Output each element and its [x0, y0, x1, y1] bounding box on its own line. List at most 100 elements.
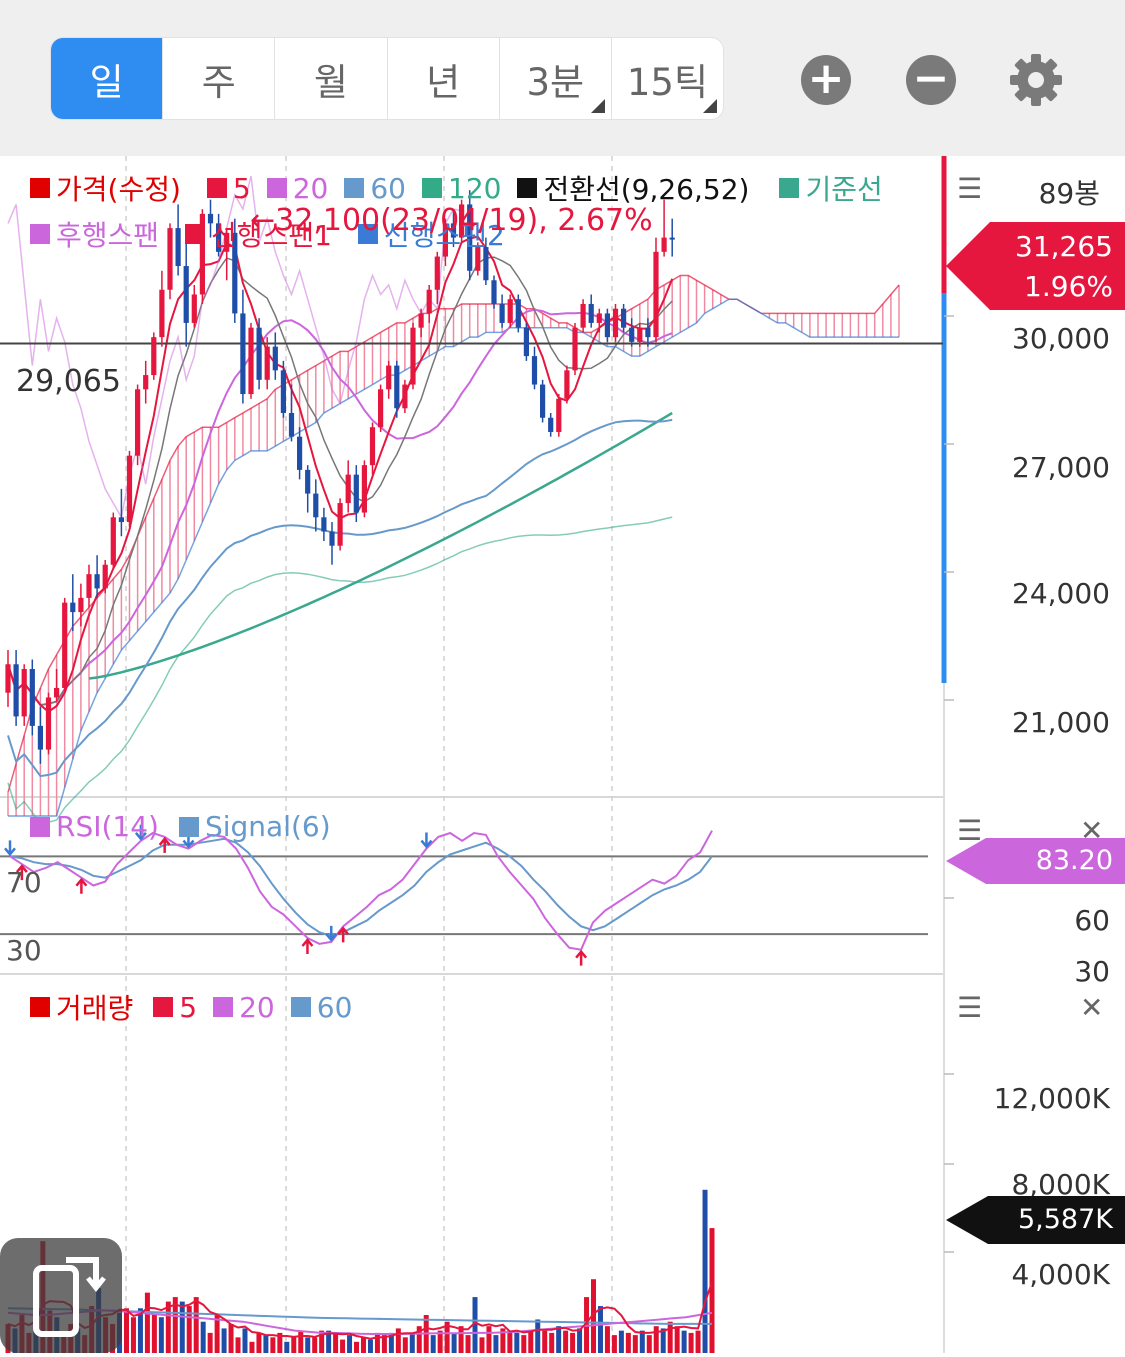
- volume-bar: [395, 1328, 401, 1353]
- zoom-in-button[interactable]: +: [801, 55, 851, 105]
- volume-close-icon[interactable]: ✕: [1080, 991, 1104, 1024]
- menu-icon[interactable]: ☰: [957, 172, 983, 205]
- price-legend-row2: 후행스팬 선행스팬1 선행스팬2: [30, 214, 505, 254]
- tab-week[interactable]: 주: [162, 38, 274, 119]
- candle-body: [669, 237, 675, 240]
- legend-swatch: [30, 997, 50, 1017]
- legend-item-rsi[interactable]: RSI(14): [30, 810, 159, 843]
- volume-tag-shape: [946, 1196, 1125, 1244]
- volume-bar: [172, 1297, 178, 1353]
- candle-body: [580, 303, 586, 328]
- tab-day[interactable]: 일: [51, 38, 163, 119]
- volume-bar: [256, 1332, 262, 1353]
- buy-signal-arrow-icon: [337, 926, 350, 943]
- legend-item-base[interactable]: 기준선: [779, 168, 883, 208]
- price-legend-row1: 가격(수정) 5 20 60 120 전환선(9,26,52) 기준선: [30, 168, 883, 208]
- legend-swatch: [779, 178, 800, 198]
- volume-bar: [709, 1228, 715, 1353]
- volume-bar: [193, 1297, 199, 1353]
- tab-label: 일: [89, 60, 124, 104]
- candle-body: [523, 327, 529, 357]
- tab-3min[interactable]: 3분: [498, 38, 611, 119]
- scroll-latest-button[interactable]: [0, 1238, 122, 1353]
- candle-body: [135, 389, 141, 456]
- rsi-value-tag: 83.20: [946, 838, 1125, 888]
- zoom-out-button[interactable]: −: [906, 55, 956, 105]
- dropdown-corner-icon: [703, 99, 718, 113]
- volume-bar: [507, 1330, 513, 1353]
- volume-bar: [123, 1308, 129, 1353]
- tab-15tick[interactable]: 15틱: [610, 38, 723, 119]
- legend-label: 가격(수정): [56, 173, 181, 206]
- volume-bar: [465, 1335, 471, 1353]
- volume-bar: [646, 1335, 652, 1353]
- rsi-menu-icon[interactable]: ☰: [957, 814, 983, 847]
- volume-bar: [354, 1341, 360, 1353]
- plot-background: [0, 156, 943, 1353]
- candle-body: [280, 370, 286, 413]
- legend-item-vol20[interactable]: 20: [213, 991, 275, 1024]
- legend-item-lagging[interactable]: 후행스팬: [30, 214, 159, 254]
- volume-bar: [249, 1341, 255, 1353]
- legend-item-conversion[interactable]: 전환선(9,26,52): [517, 168, 749, 208]
- signal-line: [9, 837, 713, 938]
- volume-bar: [319, 1330, 325, 1353]
- candle-body: [232, 232, 238, 314]
- candle-body: [248, 327, 254, 395]
- sell-signal-arrow-icon: [134, 824, 147, 841]
- volume-bar: [360, 1337, 366, 1353]
- stock-chart[interactable]: [0, 156, 1125, 1353]
- volume-bar: [277, 1332, 283, 1353]
- legend-swatch: [290, 997, 311, 1017]
- candle-body: [5, 664, 11, 693]
- rsi-guide-label: 30: [6, 934, 42, 967]
- buy-signal-arrow-icon: [75, 877, 88, 894]
- legend-item-volume[interactable]: 거래량: [30, 987, 133, 1027]
- candle-body: [159, 289, 165, 338]
- legend-item-signal[interactable]: Signal(6): [178, 810, 331, 843]
- legend-item-vol60[interactable]: 60: [290, 991, 352, 1024]
- volume-bar: [486, 1326, 492, 1353]
- legend-item-ma5[interactable]: 5: [206, 172, 251, 205]
- volume-bar: [207, 1332, 213, 1353]
- legend-item-ma120[interactable]: 120: [422, 172, 501, 205]
- candle-body: [45, 697, 52, 750]
- tab-year[interactable]: 년: [386, 38, 499, 119]
- candle-body: [264, 346, 270, 380]
- candle-body: [78, 597, 84, 613]
- candle-body: [499, 303, 505, 323]
- legend-swatch: [213, 997, 234, 1017]
- legend-item-price[interactable]: 가격(수정): [30, 168, 181, 208]
- volume-bar: [291, 1337, 297, 1353]
- base-line: [88, 411, 673, 680]
- candle-body: [110, 517, 116, 565]
- legend-item-vol5[interactable]: 5: [153, 991, 197, 1024]
- candle-body: [240, 313, 246, 395]
- volume-bar: [632, 1335, 638, 1353]
- buy-signal-arrow-icon: [575, 949, 588, 966]
- legend-item-ma20[interactable]: 20: [266, 172, 328, 205]
- rsi-guide-label: 70: [6, 866, 42, 899]
- candle-body: [653, 251, 659, 338]
- settings-gear-icon[interactable]: [1006, 50, 1066, 110]
- legend-item-ma60[interactable]: 60: [344, 172, 406, 205]
- legend-item-span2[interactable]: 선행스팬2: [357, 214, 505, 254]
- volume-value-tag: 5,587K: [946, 1196, 1125, 1248]
- legend-item-span1[interactable]: 선행스팬1: [185, 214, 332, 254]
- volume-current-value: 5,587K: [1017, 1204, 1113, 1235]
- tab-month[interactable]: 월: [274, 38, 386, 119]
- candle-body: [13, 664, 19, 717]
- y-tick-label: 21,000: [1012, 706, 1110, 739]
- volume-menu-icon[interactable]: ☰: [957, 991, 983, 1024]
- candle-body: [450, 223, 457, 238]
- candle-body: [459, 204, 465, 238]
- candle-body: [564, 370, 570, 399]
- high-price-annotation: ←32,100(23/04/19), 2.67%: [250, 203, 653, 238]
- volume-bar: [144, 1292, 150, 1353]
- candle-body: [337, 503, 343, 546]
- ma20-line: [7, 308, 673, 707]
- candle-body: [305, 469, 311, 494]
- y-tick-label: 12,000K: [993, 1082, 1110, 1115]
- tab-label: 3분: [526, 60, 585, 104]
- y-tick-label: 27,000: [1012, 451, 1110, 484]
